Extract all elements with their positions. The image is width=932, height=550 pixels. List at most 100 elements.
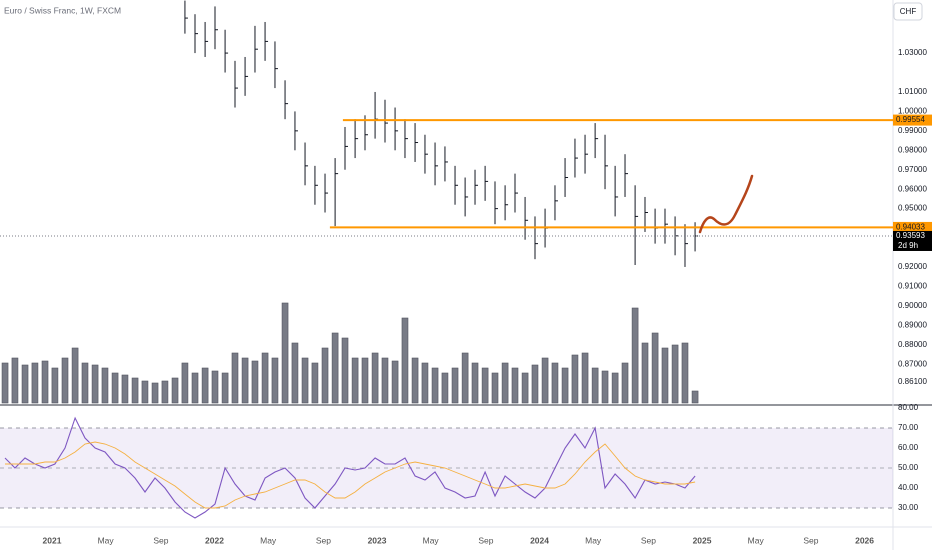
- volume-bar: [311, 362, 319, 404]
- volume-bar: [331, 332, 339, 404]
- volume-bar: [381, 357, 389, 404]
- volume-bar: [491, 372, 499, 404]
- last-price-box: [893, 230, 932, 251]
- x-tick-label: Sep: [478, 535, 493, 545]
- y-tick-label: 0.87000: [898, 359, 927, 368]
- y-tick-label: 50.00: [898, 463, 919, 472]
- volume-bar: [21, 364, 29, 404]
- level-label-box: [893, 114, 932, 126]
- volume-bar: [51, 367, 59, 404]
- volume-bar: [481, 367, 489, 404]
- x-tick-label: May: [260, 535, 277, 545]
- volume-bar: [71, 347, 79, 404]
- volume-bar: [1, 362, 9, 404]
- x-tick-label: Sep: [316, 535, 331, 545]
- y-tick-label: 40.00: [898, 483, 919, 492]
- volume-bar: [271, 357, 279, 404]
- y-tick-label: 1.00000: [898, 107, 927, 116]
- volume-bar: [361, 357, 369, 404]
- volume-bar: [671, 344, 679, 404]
- y-tick-label: 0.86100: [898, 377, 927, 386]
- volume-bar: [611, 372, 619, 404]
- y-tick-label: 1.03000: [898, 48, 927, 57]
- volume-bar: [321, 347, 329, 404]
- y-tick-label: 30.00: [898, 503, 919, 512]
- countdown-label: 2d 9h: [898, 241, 918, 250]
- volume-bar: [501, 362, 509, 404]
- volume-bar: [621, 362, 629, 404]
- y-tick-label: 70.00: [898, 423, 919, 432]
- volume-bar: [691, 390, 699, 404]
- x-tick-label: 2026: [855, 535, 874, 545]
- volume-bar: [281, 302, 289, 404]
- currency-button[interactable]: [893, 2, 923, 21]
- volume-bar: [221, 372, 229, 404]
- volume-bar: [81, 362, 89, 404]
- volume-bar: [521, 372, 529, 404]
- volume-bar: [301, 357, 309, 404]
- volume-bar: [681, 342, 689, 404]
- volume-bar: [551, 362, 559, 404]
- volume-bar: [101, 367, 109, 404]
- y-tick-label: 0.96000: [898, 184, 927, 193]
- volume-bar: [251, 360, 259, 404]
- volume-bar: [171, 377, 179, 404]
- x-tick-label: 2021: [43, 535, 62, 545]
- level-label-box: [893, 221, 932, 233]
- volume-bar: [541, 357, 549, 404]
- x-tick-label: Sep: [803, 535, 818, 545]
- currency-label[interactable]: CHF: [900, 7, 917, 16]
- x-tick-label: May: [748, 535, 765, 545]
- volume-bar: [91, 364, 99, 404]
- volume-bar: [421, 362, 429, 404]
- volume-bar: [41, 360, 49, 404]
- last-price-label: 0.93593: [896, 231, 925, 240]
- y-tick-label: 0.99000: [898, 126, 927, 135]
- volume-bar: [181, 362, 189, 404]
- volume-bar: [31, 362, 39, 404]
- volume-bar: [561, 367, 569, 404]
- volume-bar: [451, 367, 459, 404]
- volume-bar: [261, 352, 269, 404]
- volume-bar: [341, 337, 349, 404]
- y-tick-label: 60.00: [898, 443, 919, 452]
- volume-bar: [351, 357, 359, 404]
- volume-bar: [131, 377, 139, 404]
- y-tick-label: 0.95000: [898, 204, 927, 213]
- y-tick-label: 0.97000: [898, 165, 927, 174]
- x-tick-label: 2022: [205, 535, 224, 545]
- x-tick-label: May: [98, 535, 115, 545]
- rsi-band: [0, 428, 893, 508]
- volume-bar: [11, 357, 19, 404]
- indicator-line: [4, 416, 696, 519]
- x-tick-label: 2025: [693, 535, 712, 545]
- y-tick-label: 0.89000: [898, 320, 927, 329]
- volume-bar: [121, 374, 129, 404]
- x-tick-label: 2023: [368, 535, 387, 545]
- volume-bar: [511, 367, 519, 404]
- volume-bar: [241, 357, 249, 404]
- volume-bar: [591, 367, 599, 404]
- y-tick-label: 0.88000: [898, 340, 927, 349]
- x-tick-label: May: [423, 535, 440, 545]
- volume-bar: [191, 372, 199, 404]
- volume-bar: [411, 357, 419, 404]
- y-tick-label: 0.92000: [898, 262, 927, 271]
- projection-drawing: [698, 174, 754, 234]
- volume-bar: [141, 380, 149, 404]
- x-tick-label: 2024: [530, 535, 549, 545]
- y-tick-label: 0.91000: [898, 282, 927, 291]
- volume-bar: [61, 357, 69, 404]
- volume-bar: [531, 364, 539, 404]
- volume-bar: [601, 370, 609, 404]
- volume-bar: [211, 370, 219, 404]
- chart-title: Euro / Swiss Franc, 1W, FXCM: [4, 5, 121, 15]
- volume-bar: [151, 382, 159, 404]
- indicator-line: [5, 441, 696, 509]
- x-tick-label: May: [585, 535, 602, 545]
- volume-bar: [571, 354, 579, 404]
- volume-bar: [661, 347, 669, 404]
